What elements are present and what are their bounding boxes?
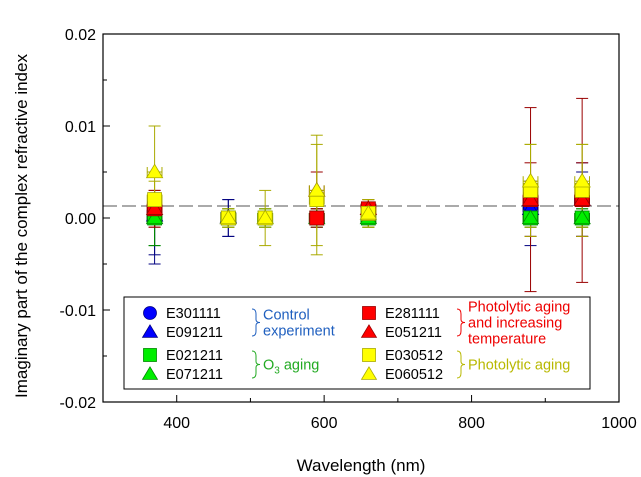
data-point-E071211	[521, 209, 540, 225]
y-tick-label: 0.02	[65, 27, 96, 44]
legend-label: E051211	[385, 325, 442, 341]
legend-marker-E091211	[141, 324, 159, 338]
legend-label: E301111	[166, 306, 221, 322]
legend-group-label: O3 aging	[263, 358, 319, 377]
y-tick-label: -0.02	[60, 395, 97, 412]
legend-marker-E021211	[143, 348, 157, 362]
legend-label: E091211	[166, 325, 223, 341]
x-tick-label: 600	[311, 415, 338, 432]
data-point-E071211	[573, 209, 591, 225]
y-tick-label: 0.01	[65, 119, 96, 136]
legend-group-label: temperature	[468, 332, 546, 348]
data-point-E060512	[521, 172, 540, 188]
legend-brace	[251, 308, 261, 337]
legend-marker-E071211	[141, 366, 159, 380]
data-point-E051211	[145, 200, 164, 215]
legend-group-label: and increasing	[468, 316, 562, 332]
legend-brace	[251, 350, 261, 379]
legend-label: E060512	[385, 367, 443, 383]
data-point-E281111	[309, 210, 325, 226]
data-point-E060512	[219, 209, 238, 225]
legend-box	[123, 296, 591, 390]
legend-label: E021211	[166, 348, 223, 364]
data-point-E051211	[573, 191, 591, 206]
x-axis-title: Wavelength (nm)	[297, 456, 426, 475]
legend-group-label: experiment	[263, 324, 335, 340]
y-tick-label: 0.00	[65, 211, 96, 228]
tick-marks: 400 600 800 1000 -0.02 -0.01 0.00 0.01 0.02	[60, 27, 637, 432]
legend-label: E071211	[166, 367, 223, 383]
legend-marker-E281111	[362, 306, 376, 320]
y-axis-title: Imaginary part of the complex refractive…	[12, 54, 31, 398]
legend-marker-E051211	[360, 324, 378, 338]
y-tick-label: -0.01	[60, 303, 97, 320]
x-tick-label: 1000	[601, 415, 637, 432]
data-point-E060512	[573, 172, 591, 188]
x-tick-label: 800	[458, 415, 485, 432]
legend-brace	[456, 308, 466, 337]
legend-marker-E301111	[143, 306, 157, 320]
legend-group-label: Photolytic aging	[468, 300, 570, 316]
data-point-E060512	[145, 163, 164, 179]
legend-marker-E030512	[362, 348, 376, 362]
legend-label: E030512	[385, 348, 443, 364]
legend-group-label: Control	[263, 308, 310, 324]
data-point-E051211	[521, 191, 540, 206]
data-markers	[145, 163, 591, 226]
legend-group-label: Photolytic aging	[468, 358, 570, 374]
legend-brace	[456, 350, 466, 379]
data-point-E030512	[147, 192, 163, 208]
data-point-E060512	[359, 204, 378, 220]
legend-label: E281111	[385, 306, 440, 322]
x-tick-label: 400	[163, 415, 190, 432]
data-point-E060512	[256, 209, 274, 225]
data-point-E071211	[145, 209, 164, 225]
legend-marker-E060512	[360, 366, 378, 380]
data-point-E060512	[308, 181, 326, 197]
